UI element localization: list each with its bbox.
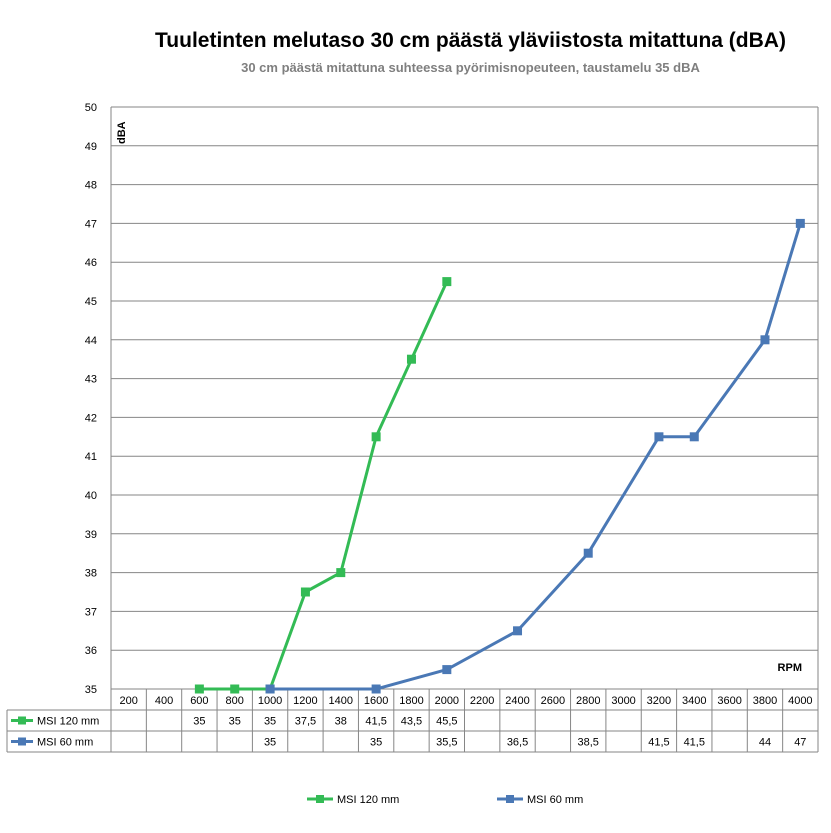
table-value: 35 bbox=[193, 716, 205, 728]
x-tick-label: 3600 bbox=[717, 695, 741, 707]
y-tick-label: 47 bbox=[85, 218, 97, 230]
table-value: 41,5 bbox=[648, 737, 669, 749]
x-tick-label: 1200 bbox=[293, 695, 317, 707]
series-2-point bbox=[513, 626, 523, 636]
series-2-point bbox=[795, 218, 805, 228]
y-tick-label: 41 bbox=[85, 451, 97, 463]
y-tick-label: 45 bbox=[85, 296, 97, 308]
series-2-point bbox=[583, 548, 593, 558]
table-value: 36,5 bbox=[507, 737, 528, 749]
y-tick-label: 46 bbox=[85, 257, 97, 269]
y-tick-label: 36 bbox=[85, 645, 97, 657]
x-tick-label: 2600 bbox=[541, 695, 565, 707]
x-tick-label: 2800 bbox=[576, 695, 600, 707]
table-value: 44 bbox=[759, 737, 771, 749]
table-value: 35 bbox=[370, 737, 382, 749]
table-value: 45,5 bbox=[436, 716, 457, 728]
legend-label: MSI 60 mm bbox=[527, 794, 583, 806]
series-1-point bbox=[194, 684, 204, 694]
y-tick-label: 48 bbox=[85, 180, 97, 192]
y-tick-label: 50 bbox=[85, 102, 97, 114]
x-tick-label: 400 bbox=[155, 695, 173, 707]
series-2-point bbox=[442, 665, 452, 675]
x-tick-label: 3400 bbox=[682, 695, 706, 707]
x-tick-label: 3200 bbox=[647, 695, 671, 707]
x-tick-label: 2200 bbox=[470, 695, 494, 707]
y-tick-label: 49 bbox=[85, 141, 97, 153]
x-tick-label: 2000 bbox=[435, 695, 459, 707]
series-1-point bbox=[442, 277, 452, 287]
x-tick-label: 3800 bbox=[753, 695, 777, 707]
table-legend-marker bbox=[18, 716, 26, 725]
table-legend-marker bbox=[18, 737, 26, 746]
table-value: 35,5 bbox=[436, 737, 457, 749]
table-value: 41,5 bbox=[684, 737, 705, 749]
table-value: 35 bbox=[264, 737, 276, 749]
chart-title: Tuuletinten melutaso 30 cm päästä ylävii… bbox=[155, 29, 786, 52]
table-value: 35 bbox=[229, 716, 241, 728]
y-tick-label: 37 bbox=[85, 606, 97, 618]
y-tick-label: 40 bbox=[85, 490, 97, 502]
series-1-point bbox=[371, 432, 381, 442]
y-tick-label: 38 bbox=[85, 568, 97, 580]
legend-marker bbox=[316, 795, 324, 803]
legend-label: MSI 120 mm bbox=[337, 794, 399, 806]
series-2-point bbox=[265, 684, 275, 694]
table-value: 38 bbox=[335, 716, 347, 728]
series-2-point bbox=[689, 432, 699, 442]
x-tick-label: 1000 bbox=[258, 695, 282, 707]
series-2-point bbox=[760, 335, 770, 345]
table-value: 41,5 bbox=[365, 716, 386, 728]
table-series-name: MSI 60 mm bbox=[37, 737, 93, 749]
x-tick-label: 3000 bbox=[611, 695, 635, 707]
x-tick-label: 600 bbox=[190, 695, 208, 707]
y-tick-label: 42 bbox=[85, 412, 97, 424]
series-1-point bbox=[336, 568, 346, 578]
series-1-point bbox=[300, 587, 310, 597]
x-tick-label: 200 bbox=[119, 695, 137, 707]
x-tick-label: 4000 bbox=[788, 695, 812, 707]
x-tick-label: 1600 bbox=[364, 695, 388, 707]
y-tick-label: 43 bbox=[85, 374, 97, 386]
table-series-name: MSI 120 mm bbox=[37, 716, 99, 728]
series-line-1 bbox=[199, 280, 449, 691]
series-2-point bbox=[371, 684, 381, 694]
x-tick-label: 1400 bbox=[329, 695, 353, 707]
table-value: 47 bbox=[794, 737, 806, 749]
series-1-point bbox=[230, 684, 240, 694]
series-1-point bbox=[406, 354, 416, 364]
y-axis-label: dBA bbox=[116, 121, 128, 144]
x-tick-label: 1800 bbox=[399, 695, 423, 707]
x-tick-label: 800 bbox=[226, 695, 244, 707]
x-tick-label: 2400 bbox=[505, 695, 529, 707]
series-2-point bbox=[654, 432, 664, 442]
table-value: 38,5 bbox=[578, 737, 599, 749]
chart-subtitle: 30 cm päästä mitattuna suhteessa pyörimi… bbox=[241, 60, 700, 75]
y-tick-label: 39 bbox=[85, 529, 97, 541]
y-tick-label: 44 bbox=[85, 335, 97, 347]
y-tick-label: 35 bbox=[85, 684, 97, 696]
legend-marker bbox=[506, 795, 514, 803]
x-axis-label: RPM bbox=[778, 662, 802, 674]
table-value: 43,5 bbox=[401, 716, 422, 728]
table-value: 35 bbox=[264, 716, 276, 728]
table-value: 37,5 bbox=[295, 716, 316, 728]
